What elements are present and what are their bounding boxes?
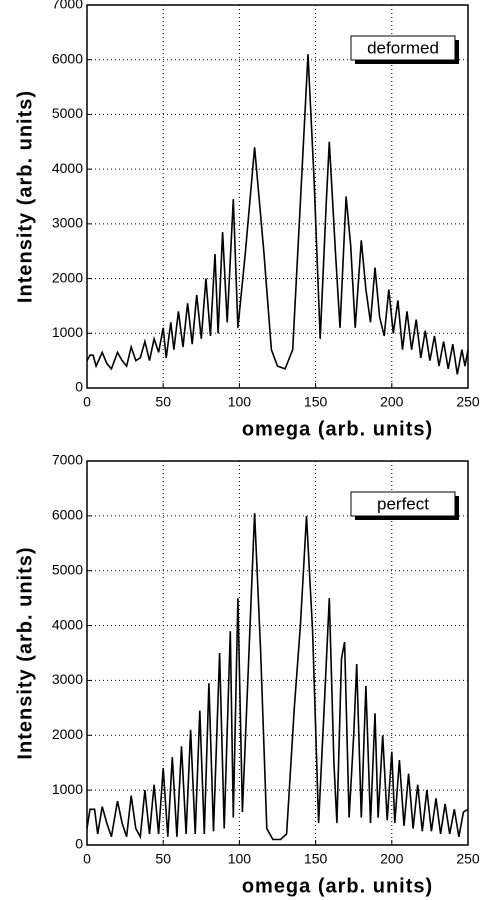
y-tick-label: 7000 — [52, 0, 83, 12]
x-tick-label: 0 — [83, 851, 91, 867]
x-tick-label: 50 — [155, 851, 171, 867]
x-tick-label: 100 — [228, 394, 252, 410]
legend-box — [350, 35, 456, 61]
legend-box — [350, 491, 456, 517]
y-tick-label: 6000 — [52, 507, 83, 523]
y-tick-label: 0 — [75, 836, 83, 852]
y-tick-label: 6000 — [52, 50, 83, 66]
y-tick-label: 4000 — [52, 616, 83, 632]
y-axis-label: Intensity (arb. units) — [14, 90, 36, 303]
y-tick-label: 5000 — [52, 105, 83, 121]
y-tick-label: 3000 — [52, 215, 83, 231]
y-tick-label: 3000 — [52, 671, 83, 687]
x-tick-label: 150 — [304, 394, 328, 410]
y-tick-label: 0 — [75, 379, 83, 395]
data-line — [86, 54, 469, 375]
x-tick-label: 50 — [155, 394, 171, 410]
x-tick-label: 200 — [380, 851, 404, 867]
y-tick-label: 1000 — [52, 324, 83, 340]
x-tick-label: 250 — [456, 851, 480, 867]
y-tick-label: 2000 — [52, 726, 83, 742]
plot-frame — [86, 4, 469, 389]
y-axis-label: Intensity (arb. units) — [14, 546, 36, 759]
y-tick-label: 2000 — [52, 269, 83, 285]
y-tick-label: 5000 — [52, 561, 83, 577]
legend-label: deformed — [367, 38, 439, 57]
x-tick-label: 200 — [380, 394, 404, 410]
x-axis-label: omega (arb. units) — [242, 418, 433, 440]
x-tick-label: 0 — [83, 394, 91, 410]
y-tick-label: 1000 — [52, 781, 83, 797]
legend-label: perfect — [377, 494, 429, 513]
y-tick-label: 7000 — [52, 452, 83, 468]
x-axis-label: omega (arb. units) — [242, 875, 433, 897]
x-tick-label: 100 — [228, 851, 252, 867]
x-tick-label: 150 — [304, 851, 328, 867]
y-tick-label: 4000 — [52, 160, 83, 176]
plot-frame — [86, 460, 469, 846]
data-line — [86, 513, 469, 841]
x-tick-label: 250 — [456, 394, 480, 410]
